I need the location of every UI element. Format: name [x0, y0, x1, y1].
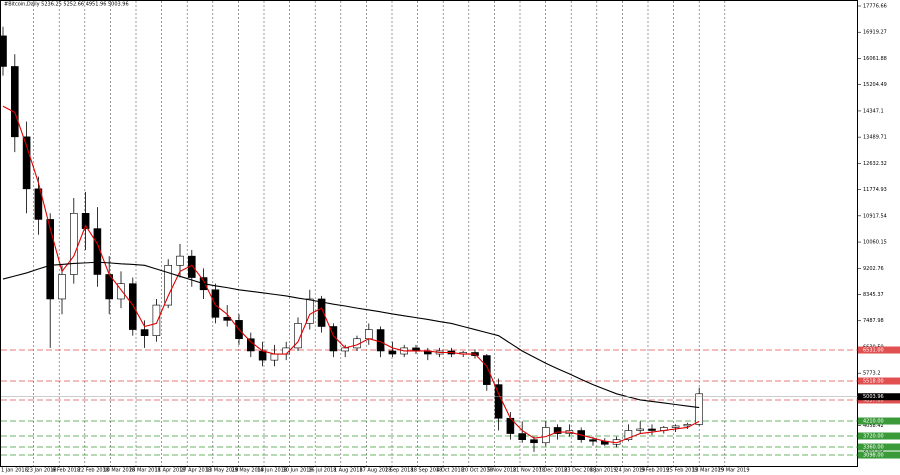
y-tick-label: 12632.32 — [863, 161, 887, 167]
candle-body — [376, 329, 385, 352]
x-tick-label: 1 Jan 2018 — [1, 468, 28, 474]
level-label: 6531.00 — [863, 348, 884, 354]
y-tick-label: 13489.71 — [863, 135, 887, 141]
candle-body — [34, 188, 43, 220]
candle-body — [364, 329, 373, 340]
y-tick-label: 16919.27 — [863, 30, 887, 36]
y-tick-label: 17776.66 — [863, 4, 887, 10]
level-label: 5518.00 — [863, 379, 884, 385]
x-tick-label: 5 Nov 2018 — [487, 468, 516, 474]
level-tag — [858, 417, 900, 425]
candle-body — [671, 425, 680, 428]
y-tick-label: 5773.2 — [863, 371, 881, 377]
candle-body — [58, 274, 66, 300]
level-tag — [858, 377, 900, 385]
x-tick-label: 20 Oct 2018 — [462, 468, 493, 474]
y-tick-label: 10060.15 — [863, 240, 887, 246]
candle-body — [0, 35, 7, 67]
x-tick-label: 11 Apr 2018 — [155, 468, 186, 474]
x-tick-label: 9 Feb 2019 — [641, 468, 669, 474]
moving-average — [2, 105, 700, 444]
y-tick-label: 14347.1 — [863, 108, 884, 114]
candle-body — [81, 213, 90, 229]
candle-body — [270, 353, 279, 361]
x-tick-label: 26 Mar 2018 — [129, 468, 161, 474]
candle-body — [482, 355, 491, 385]
y-tick-label: 15204.49 — [863, 82, 887, 88]
level-tag — [858, 432, 900, 440]
candle-body — [129, 283, 137, 330]
level-label: 3720.00 — [863, 434, 884, 440]
x-tick-label: 10 Mar 2018 — [103, 468, 135, 474]
level-label: 3360.00 — [863, 445, 884, 451]
candle-body — [695, 393, 704, 425]
x-tick-label: 30 Jun 2018 — [283, 468, 313, 474]
level-label: 3098.00 — [863, 453, 884, 459]
candle-body — [648, 428, 656, 431]
candle-body — [22, 136, 31, 190]
candle-body — [624, 430, 633, 440]
candle-body — [164, 265, 172, 306]
x-tick-label: 7 Dec 2018 — [539, 468, 568, 474]
candle-body — [494, 384, 503, 419]
level-tag — [858, 346, 900, 354]
candle-body — [176, 255, 184, 266]
candle-body — [388, 350, 397, 355]
chart-title: #Bitcoin,Daily 5236.25 5252.66 4951.96 5… — [4, 2, 129, 8]
x-tick-label: 25 Feb 2019 — [667, 468, 698, 474]
candle-body — [11, 66, 19, 138]
candle-body — [518, 433, 527, 440]
x-tick-label: 16 Jul 2018 — [308, 468, 336, 474]
y-tick-label: 10917.54 — [863, 213, 887, 219]
y-tick-label: 9202.76 — [863, 266, 884, 272]
candle-body — [258, 350, 267, 361]
candle-body — [117, 283, 125, 300]
candle-body — [152, 304, 161, 336]
current-label: 5003.96 — [863, 394, 884, 400]
candle-body — [317, 298, 326, 327]
level-label: 4897.00 — [863, 398, 884, 404]
plot-frame — [0, 0, 858, 467]
x-tick-label: 14 Jun 2018 — [257, 468, 287, 474]
y-tick-label: 7487.98 — [863, 318, 884, 324]
x-tick-label: 29 Mar 2019 — [718, 468, 750, 474]
current-tag — [858, 393, 900, 401]
moving-average — [2, 261, 700, 409]
x-tick-label: 27 Apr 2018 — [180, 468, 211, 474]
level-tag — [858, 451, 900, 459]
y-tick-label: 11774.93 — [863, 187, 887, 193]
x-tick-label: 2 Sep 2018 — [385, 468, 414, 474]
candle-body — [211, 289, 220, 318]
x-tick-label: 23 Dec 2018 — [564, 468, 596, 474]
candle-body — [140, 329, 149, 336]
x-tick-label: 1 Aug 2018 — [334, 468, 363, 474]
candle-body — [305, 298, 314, 324]
y-tick-label: 4058.42 — [863, 423, 884, 429]
x-tick-label: 17 Aug 2018 — [359, 468, 391, 474]
candle-body — [553, 427, 562, 434]
x-tick-label: 23 Jan 2018 — [27, 468, 57, 474]
y-tick-label: 8345.37 — [863, 292, 884, 298]
level-label: 4210.00 — [863, 419, 884, 425]
candle-body — [70, 213, 78, 275]
x-tick-label: 13 Mar 2019 — [692, 468, 724, 474]
candle-body — [247, 338, 255, 352]
x-tick-label: 6 Feb 2018 — [52, 468, 80, 474]
x-tick-label: 22 Feb 2018 — [78, 468, 109, 474]
x-tick-label: 8 Jan 2019 — [590, 468, 617, 474]
x-tick-label: 29 May 2018 — [231, 468, 264, 474]
x-tick-label: 21 Nov 2018 — [513, 468, 545, 474]
candle-body — [294, 323, 302, 349]
candle-body — [530, 439, 538, 444]
x-tick-label: 18 Sep 2018 — [411, 468, 443, 474]
x-tick-label: 24 Jan 2019 — [615, 468, 645, 474]
candle-body — [589, 439, 597, 442]
candle-body — [636, 428, 645, 431]
level-tag — [858, 443, 900, 451]
x-tick-label: 4 Oct 2018 — [436, 468, 464, 474]
candle-body — [46, 219, 55, 300]
y-tick-label: 16061.88 — [863, 56, 887, 62]
x-tick-label: 13 May 2018 — [206, 468, 239, 474]
